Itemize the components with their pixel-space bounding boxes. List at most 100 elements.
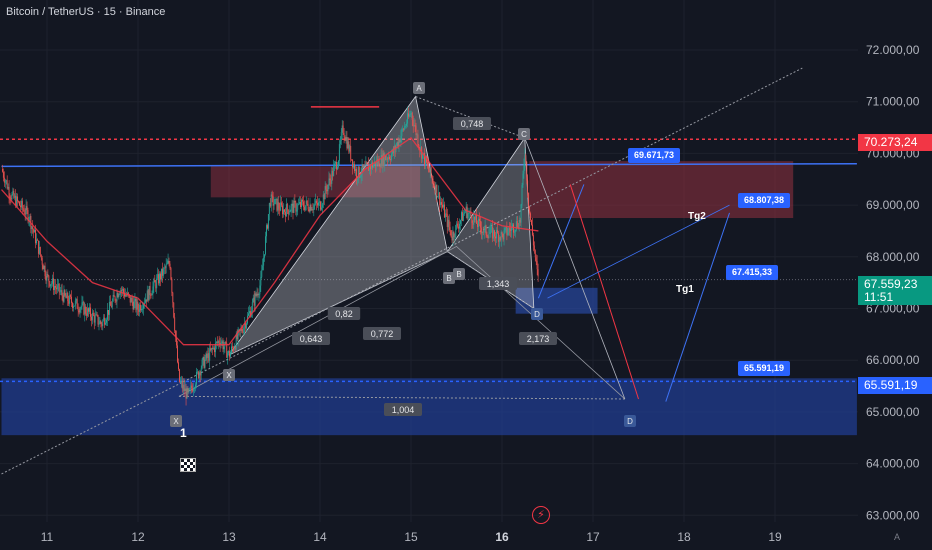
candle-body [121, 290, 123, 291]
candle-body [375, 160, 377, 167]
candle-body [427, 164, 429, 170]
candle-body [117, 293, 119, 298]
candle-body [382, 153, 384, 167]
candle-body [9, 196, 11, 199]
candle-body [231, 346, 233, 348]
candle-body [460, 220, 461, 224]
y-tick-label: 68.000,00 [866, 250, 920, 264]
candle-body [68, 301, 70, 304]
candle-body [299, 202, 301, 204]
candle-body [245, 323, 247, 329]
candle-body [296, 209, 298, 212]
candle-body [3, 177, 5, 183]
candle-body [425, 156, 426, 165]
pattern-point-box [413, 82, 425, 94]
candle-body [213, 347, 214, 349]
candle-body [156, 278, 158, 289]
candle-body [385, 155, 387, 160]
candle-body [426, 162, 428, 165]
candle-body [401, 129, 403, 137]
candle-body [474, 216, 476, 220]
candle-body [23, 209, 25, 214]
callout-69671[interactable]: 69.671,73 [628, 148, 681, 163]
candle-body [297, 204, 299, 210]
candle-body [325, 186, 327, 190]
candle-body [522, 173, 524, 186]
candle-body [452, 232, 454, 241]
last-price-label: 67.559,23 [864, 277, 918, 291]
candle-body [516, 221, 518, 228]
candle-body [484, 225, 486, 228]
candle-body [88, 308, 90, 312]
projection-down-arrow [569, 184, 639, 400]
candle-body [221, 341, 223, 343]
candle-body [7, 186, 9, 189]
candle-body [197, 371, 199, 379]
candle-body [291, 203, 293, 206]
candle-body [259, 285, 261, 295]
candle-body [92, 312, 94, 316]
candle-body [390, 158, 391, 160]
candle-body [216, 342, 218, 344]
candle-body [477, 223, 478, 227]
candle-body [113, 294, 115, 297]
candle-body [359, 176, 361, 178]
lightning-icon[interactable]: ⚡ [532, 506, 550, 524]
candle-body [241, 328, 243, 332]
candle-body [63, 290, 65, 302]
candle-body [43, 265, 45, 270]
candle-body [34, 229, 36, 233]
tradingview-logo-icon[interactable]: A [893, 532, 900, 542]
tg2-label: Tg2 [688, 211, 706, 222]
moving-average-line [1, 137, 539, 346]
pattern-bd-line [447, 251, 535, 309]
y-tick-label: 72.000,00 [866, 43, 920, 57]
support-zone [1, 378, 857, 436]
candle-body [275, 198, 277, 200]
candle-body [66, 292, 68, 299]
second-point-label: D [627, 417, 633, 426]
candle-body [176, 337, 178, 346]
blue-trendline [1, 162, 857, 168]
candle-body [36, 239, 37, 244]
candle-body [295, 202, 297, 212]
symbol-title[interactable]: Bitcoin / TetherUS · 15 · Binance [6, 6, 166, 18]
candle-body [447, 219, 449, 227]
candle-body [461, 212, 463, 221]
candle-body [331, 170, 333, 184]
candle-body [372, 164, 374, 168]
callout-68807[interactable]: 68.807,38 [738, 193, 791, 208]
candle-body [184, 388, 186, 392]
candle-body [99, 321, 101, 324]
candle-body [46, 274, 48, 281]
candle-body [390, 154, 392, 160]
candle-body [65, 295, 67, 299]
candle-body [410, 112, 412, 115]
candle-body [279, 208, 281, 211]
candle-body [49, 281, 51, 287]
candle-body [502, 233, 504, 240]
candle-body [217, 341, 219, 344]
candle-body [182, 384, 184, 389]
candle-body [242, 331, 244, 333]
callout-67415[interactable]: 67.415,33 [726, 265, 779, 280]
candle-body [527, 180, 529, 193]
candle-body [39, 246, 41, 255]
candle-body [77, 308, 79, 311]
candle-body [123, 288, 125, 293]
candle-body [376, 160, 378, 165]
candle-body [263, 257, 265, 266]
candle-body [454, 236, 456, 238]
callout-65591[interactable]: 65.591,19 [738, 361, 791, 376]
candle-body [333, 166, 335, 176]
candle-body [303, 206, 305, 211]
ratio-label: 0,748 [461, 119, 484, 129]
candle-body [372, 162, 373, 168]
candle-body [37, 240, 39, 254]
candle-body [513, 224, 514, 233]
pattern-ac-line [415, 96, 525, 139]
candle-body [147, 290, 149, 301]
candle-body [144, 299, 146, 303]
candle-body [510, 229, 512, 231]
